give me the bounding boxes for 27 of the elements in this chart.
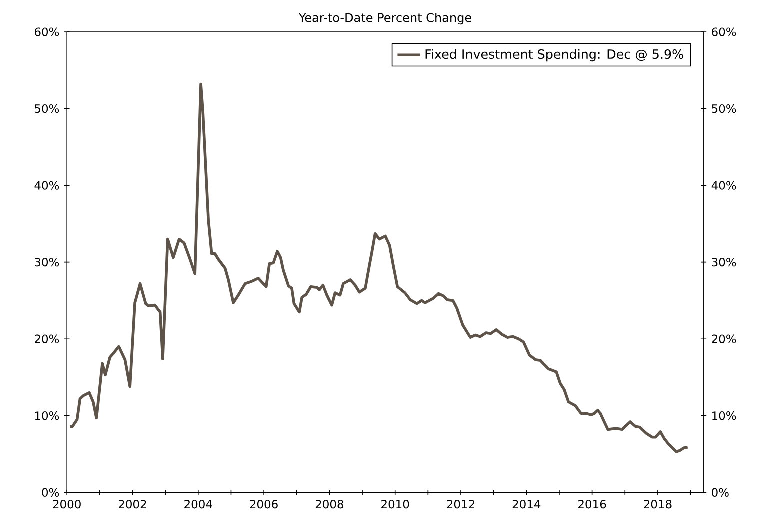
legend-label: Fixed Investment Spending: Dec @ 5.9%: [426, 49, 684, 62]
y-tick-label: 60%: [34, 28, 60, 37]
y2-tick-label: 0%: [712, 488, 729, 498]
x-tick-label: 2018: [644, 500, 672, 509]
y2-tick-label: 50%: [712, 104, 736, 114]
x-tick-label: 2008: [316, 500, 344, 509]
y-tick-label: 30%: [35, 258, 60, 267]
chart-title: Year-to-Date Percent Change: [298, 13, 472, 25]
line-series: [68, 82, 690, 454]
x-tick-label: 2002: [118, 500, 146, 509]
y2-tick-label: 20%: [712, 334, 736, 344]
x-tick-label: 2012: [447, 500, 474, 509]
y-tick-label: 0%: [42, 488, 60, 498]
y2-tick-label: 30%: [712, 258, 736, 267]
x-tick-label: 2006: [250, 500, 278, 509]
x-tick-label: 2014: [512, 500, 541, 509]
x-tick-label: 2010: [382, 500, 410, 509]
y-tick-label: 10%: [35, 412, 60, 420]
y-tick-label: 50%: [35, 104, 60, 114]
x-tick-label: 2004: [184, 500, 212, 509]
y-tick-label: 40%: [34, 181, 60, 190]
y2-tick-label: 60%: [712, 28, 736, 37]
y-tick-label: 20%: [35, 334, 60, 344]
y2-tick-label: 40%: [712, 181, 736, 190]
x-tick-label: 2016: [578, 500, 606, 509]
x-tick-label: 2000: [53, 500, 81, 509]
y2-tick-label: 10%: [712, 412, 736, 420]
